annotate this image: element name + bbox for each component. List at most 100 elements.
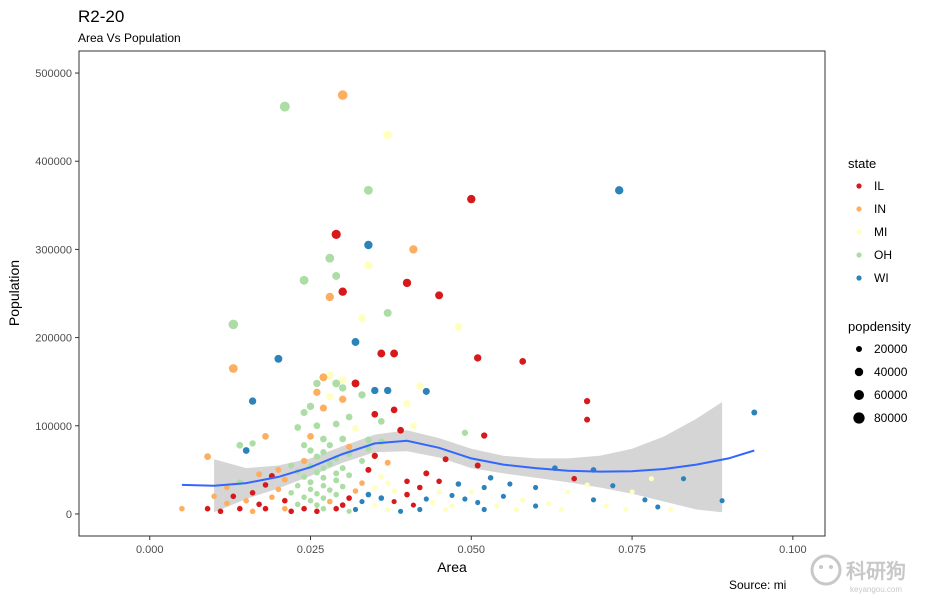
data-point-il	[474, 354, 482, 362]
data-point-wi	[487, 475, 494, 481]
data-point-wi	[500, 493, 506, 499]
data-point-in	[409, 245, 418, 254]
data-point-il	[217, 508, 224, 515]
data-point-in	[282, 505, 288, 512]
watermark-eye-icon	[819, 565, 823, 569]
data-point-oh	[288, 462, 295, 469]
data-point-oh	[346, 472, 353, 479]
data-point-wi	[475, 499, 481, 506]
data-point-wi	[642, 497, 648, 503]
legend-key-wi	[856, 275, 862, 281]
data-point-mi	[565, 489, 571, 495]
data-point-il	[346, 495, 352, 501]
data-point-oh	[325, 253, 335, 263]
legend-label-in: IN	[874, 202, 886, 216]
data-point-wi	[274, 354, 283, 363]
data-point-wi	[422, 387, 430, 395]
legend-label-oh: OH	[874, 248, 892, 262]
data-point-mi	[416, 382, 424, 390]
data-point-in	[269, 494, 275, 501]
y-tick-label: 200000	[35, 333, 72, 345]
data-point-mi	[430, 499, 436, 506]
data-point-wi	[398, 508, 404, 514]
data-point-oh	[313, 422, 321, 430]
popdensity-legend-title: popdensity	[848, 319, 911, 334]
data-point-il	[262, 482, 269, 488]
data-point-wi	[590, 497, 597, 503]
data-point-oh	[320, 495, 327, 501]
data-point-in	[345, 443, 353, 451]
data-point-il	[410, 502, 416, 508]
data-point-oh	[326, 460, 333, 467]
data-point-wi	[248, 397, 257, 405]
data-point-in	[313, 388, 321, 396]
data-point-oh	[307, 486, 314, 493]
data-point-oh	[313, 469, 320, 476]
data-point-mi	[383, 130, 393, 140]
legend-label-mi: MI	[874, 225, 887, 239]
data-point-il	[204, 505, 211, 512]
data-point-il	[377, 349, 386, 358]
watermark: 科研狗 keyangou.com	[810, 554, 906, 594]
state-legend-title: state	[848, 156, 876, 171]
legend-key-il	[856, 183, 862, 189]
watermark-eye-icon	[829, 565, 833, 569]
size-legend-label: 80000	[874, 411, 908, 425]
data-point-oh	[313, 453, 321, 460]
data-point-oh	[461, 429, 469, 436]
size-legend-key	[853, 412, 865, 424]
data-point-il	[583, 397, 591, 405]
size-legend-label: 20000	[874, 342, 908, 356]
data-point-wi	[351, 338, 360, 346]
data-point-il	[365, 466, 372, 473]
data-point-oh	[339, 384, 347, 392]
data-point-oh	[332, 379, 341, 388]
data-point-oh	[294, 482, 301, 489]
data-point-il	[390, 349, 399, 358]
data-point-mi	[372, 502, 378, 508]
data-point-in	[325, 292, 334, 302]
data-point-il	[351, 379, 360, 388]
state-legend: state IL IN MI OH WI	[848, 156, 892, 285]
y-tick-label: 300000	[35, 244, 72, 256]
data-point-mi	[520, 497, 526, 503]
data-point-oh	[249, 440, 256, 447]
watermark-logo-icon	[810, 554, 842, 586]
data-point-mi	[352, 425, 359, 432]
data-point-mi	[391, 488, 397, 494]
data-point-il	[237, 505, 243, 512]
data-point-in	[327, 498, 333, 505]
data-point-oh	[294, 501, 301, 508]
data-point-mi	[629, 489, 635, 495]
data-point-oh	[236, 441, 244, 449]
data-point-in	[228, 364, 238, 373]
data-point-il	[371, 452, 378, 459]
data-point-oh	[307, 447, 314, 454]
data-point-il	[404, 491, 410, 498]
data-point-il	[338, 287, 347, 296]
data-point-oh	[301, 494, 307, 501]
data-point-il	[301, 505, 307, 512]
data-point-mi	[436, 489, 442, 495]
data-point-oh	[326, 442, 333, 449]
data-point-il	[402, 278, 412, 288]
data-point-il	[467, 194, 476, 204]
data-point-wi	[365, 491, 372, 498]
data-point-mi	[623, 506, 629, 513]
data-point-wi	[423, 496, 429, 502]
legend-key-mi	[856, 229, 862, 235]
data-point-oh	[363, 185, 373, 195]
popdensity-legend: popdensity 20000 40000 60000 80000	[848, 319, 911, 425]
data-point-il	[331, 229, 341, 240]
data-point-il	[397, 426, 404, 434]
data-point-in	[249, 508, 256, 515]
data-point-wi	[364, 240, 373, 250]
data-point-in	[224, 484, 230, 491]
data-point-oh	[359, 458, 365, 464]
data-point-in	[359, 480, 365, 486]
data-point-il	[333, 505, 340, 512]
data-point-wi	[449, 492, 455, 498]
data-point-wi	[242, 447, 250, 454]
data-point-il	[519, 358, 527, 365]
